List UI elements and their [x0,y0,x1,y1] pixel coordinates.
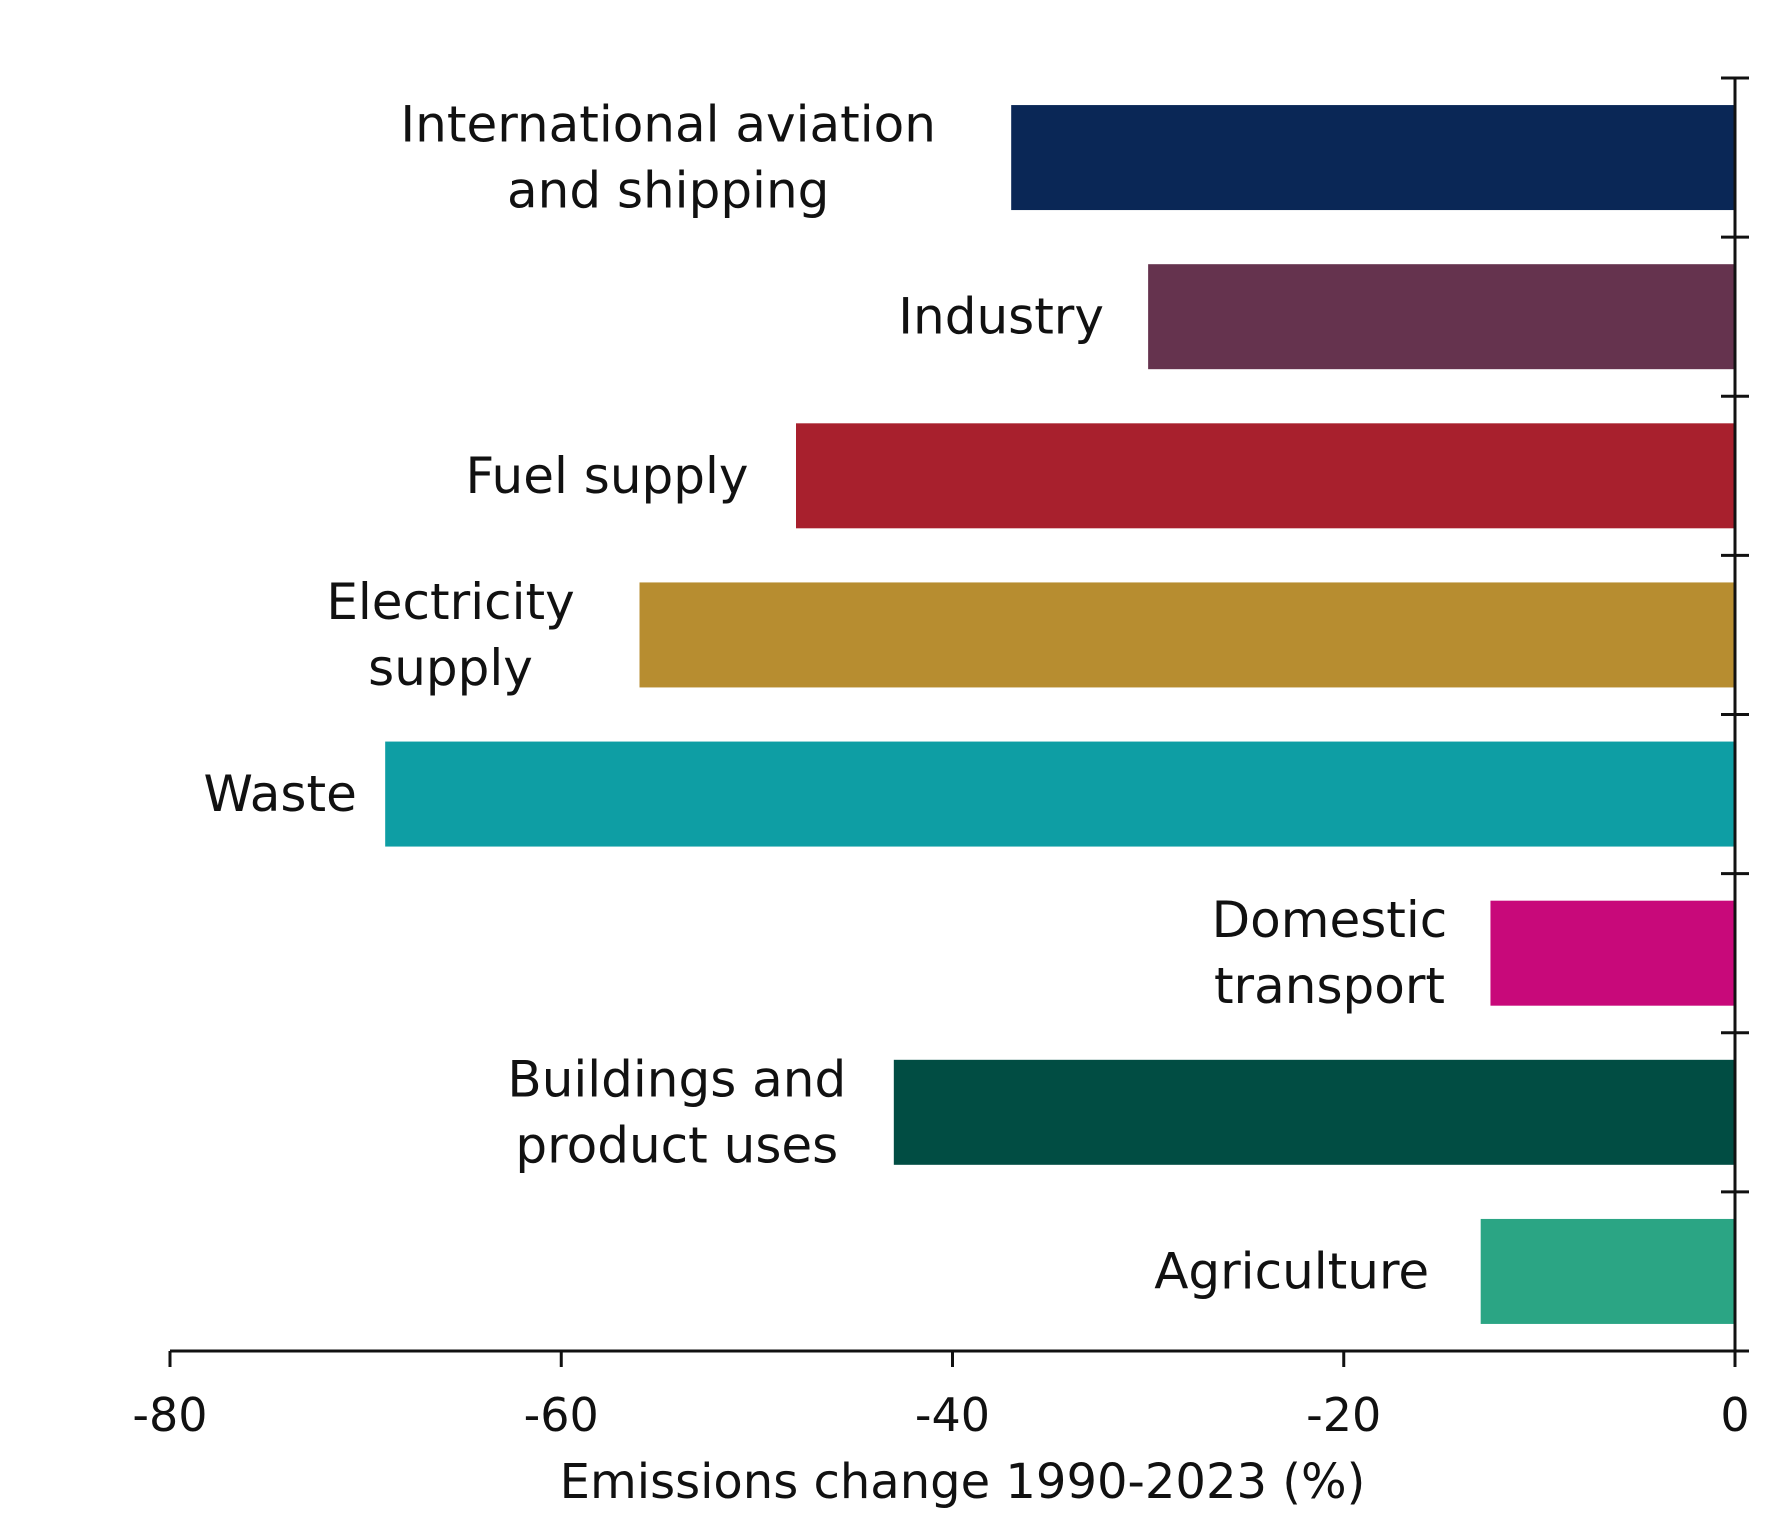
bar-1 [1148,264,1735,370]
x-tick-label-0: -80 [132,1388,207,1442]
category-label-0: International aviation and shipping [400,96,936,220]
bar-0 [1011,105,1735,211]
x-tick-label-1: -60 [524,1388,599,1442]
x-tick-label-3: -20 [1306,1388,1381,1442]
category-label-1: Industry [898,288,1104,346]
bar-7 [1480,1218,1735,1324]
bars-group [385,105,1735,1324]
x-axis-title: Emissions change 1990-2023 (%) [560,1454,1366,1510]
x-tick-label-2: -40 [915,1388,990,1442]
category-label-5: Domestic transport [1212,891,1448,1015]
bar-2 [796,423,1735,529]
bar-4 [385,741,1735,847]
x-tick-label-4: 0 [1720,1388,1749,1442]
bar-6 [893,1059,1735,1165]
category-label-6: Buildings and product uses [507,1050,846,1174]
category-label-7: Agriculture [1154,1242,1429,1300]
bar-5 [1490,900,1735,1006]
y-ticks-group [1721,76,1749,1353]
x-ticks-group: -80 -60 -40 -20 0 [132,1351,1750,1442]
category-label-2: Fuel supply [466,447,749,505]
bar-3 [639,582,1735,688]
category-label-3: Electricity supply [326,573,574,697]
category-labels-group: International aviation and shipping Indust… [204,96,1448,1301]
category-label-4: Waste [204,765,357,823]
